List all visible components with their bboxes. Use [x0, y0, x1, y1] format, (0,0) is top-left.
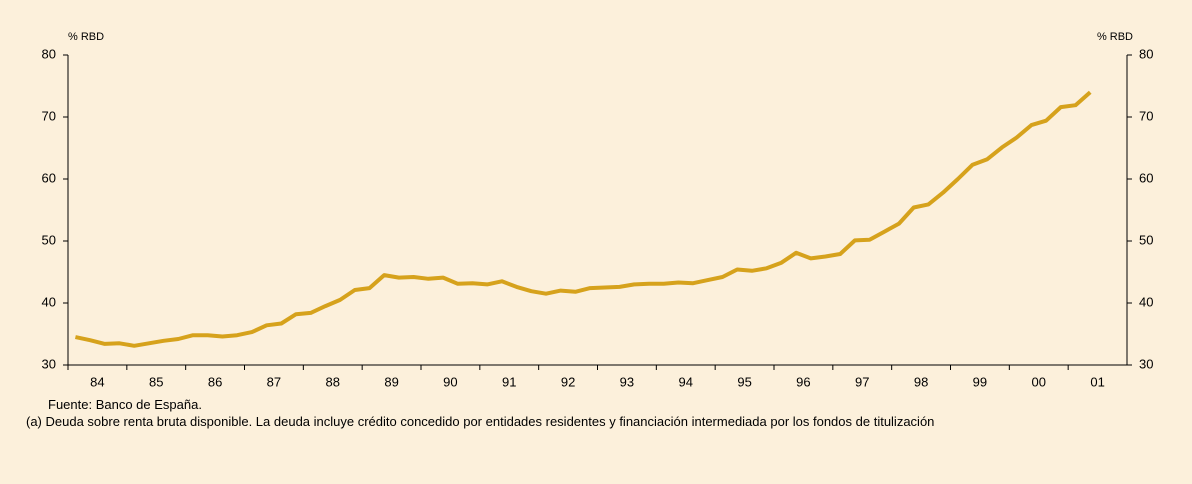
y2-tick-label: 80 — [1139, 46, 1153, 61]
x-tick-label: 92 — [561, 374, 575, 389]
x-tick-label: 95 — [737, 374, 751, 389]
note: (a) Deuda sobre renta bruta disponible. … — [26, 414, 935, 429]
y-tick-label: 70 — [42, 108, 56, 123]
y-tick-label: 80 — [42, 46, 56, 61]
x-tick-label: 01 — [1090, 374, 1104, 389]
x-tick-label: 98 — [914, 374, 928, 389]
x-tick-label: 94 — [679, 374, 693, 389]
y2-tick-label: 30 — [1139, 356, 1153, 371]
y-tick-label: 40 — [42, 294, 56, 309]
x-tick-label: 84 — [90, 374, 104, 389]
x-tick-label: 90 — [443, 374, 457, 389]
source: Fuente: Banco de España. — [48, 397, 202, 412]
x-tick-label: 99 — [973, 374, 987, 389]
x-tick-label: 96 — [796, 374, 810, 389]
x-tick-label: 88 — [326, 374, 340, 389]
y-axis-label: % RBD — [68, 31, 104, 43]
y-tick-label: 30 — [42, 356, 56, 371]
x-tick-label: 85 — [149, 374, 163, 389]
x-tick-label: 87 — [267, 374, 281, 389]
x-tick-label: 93 — [620, 374, 634, 389]
y2-tick-label: 70 — [1139, 108, 1153, 123]
x-tick-label: 97 — [855, 374, 869, 389]
y2-tick-label: 40 — [1139, 294, 1153, 309]
x-tick-label: 91 — [502, 374, 516, 389]
data-line — [74, 90, 1092, 348]
y2-tick-label: 60 — [1139, 170, 1153, 185]
x-tick-label: 86 — [208, 374, 222, 389]
x-tick-label: 00 — [1032, 374, 1046, 389]
y2-tick-label: 50 — [1139, 232, 1153, 247]
x-tick-label: 89 — [384, 374, 398, 389]
y-tick-label: 50 — [42, 232, 56, 247]
chart: % RBD % RBD 30 40 50 60 70 80 30 40 50 60 70 80 84 85… — [42, 31, 1154, 390]
y-tick-label: 60 — [42, 170, 56, 185]
y2-axis-label: % RBD — [1097, 31, 1133, 43]
